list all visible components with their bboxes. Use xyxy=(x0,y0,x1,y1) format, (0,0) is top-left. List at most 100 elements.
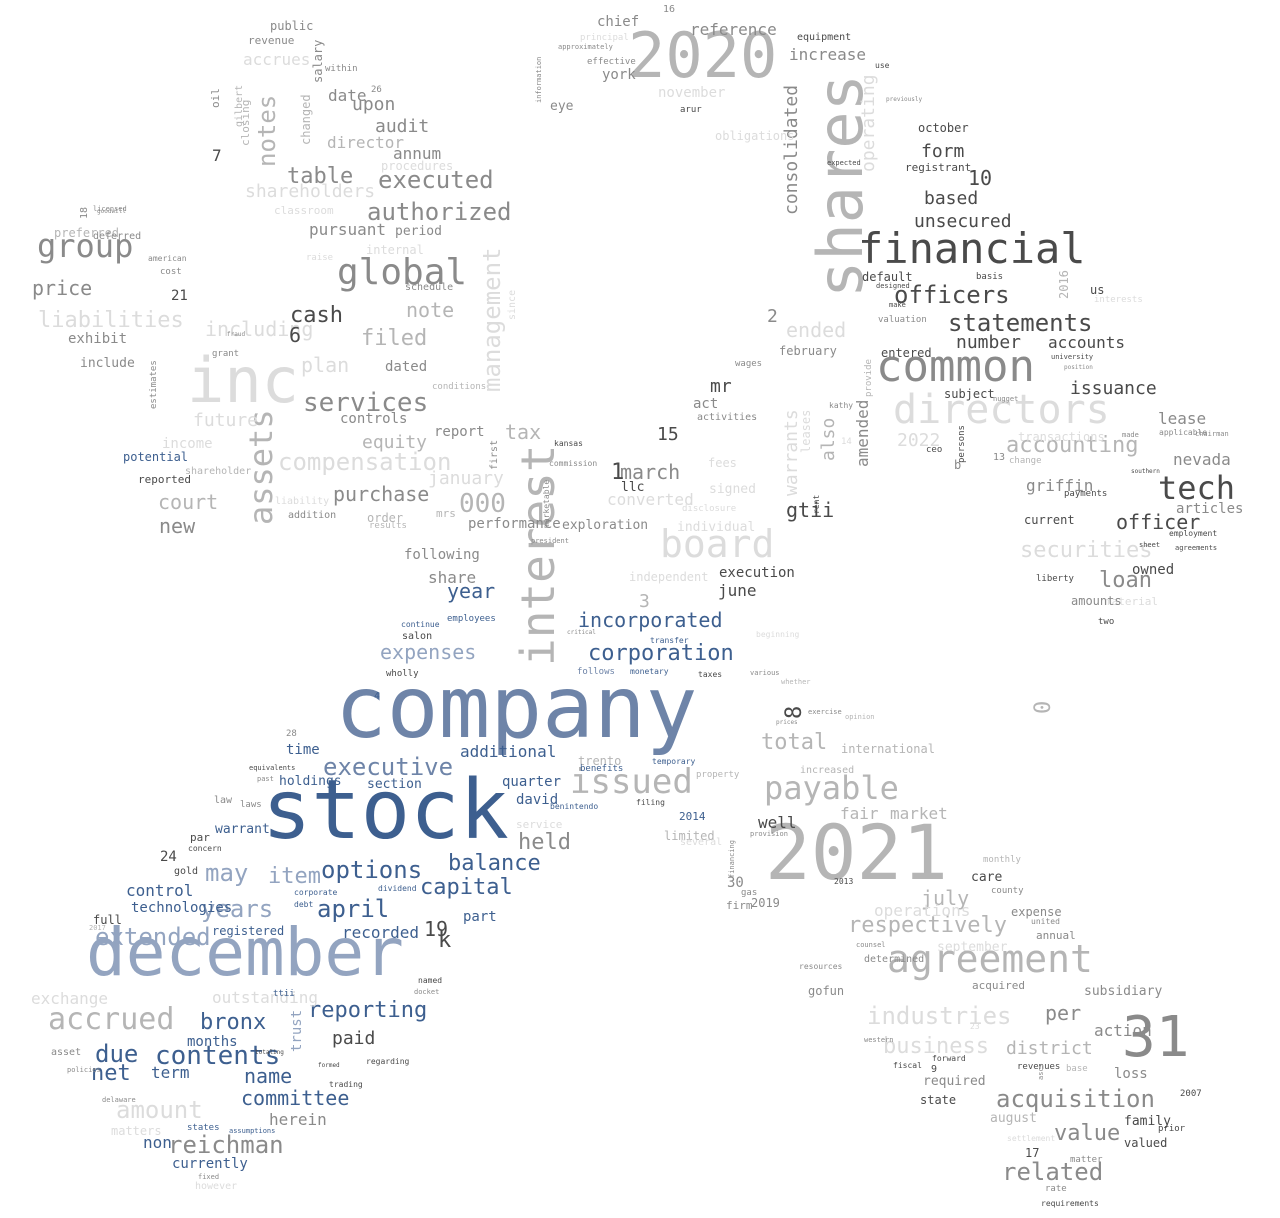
word-44: reporting xyxy=(308,998,428,1023)
word-21: management xyxy=(478,247,506,393)
word-257: increased xyxy=(800,765,855,776)
word-43: item xyxy=(268,864,321,889)
word-148: include xyxy=(80,356,135,371)
word-72: price xyxy=(32,276,93,300)
word-74: tax xyxy=(505,420,542,444)
word-307: fiscal xyxy=(893,1061,922,1070)
word-285: expense xyxy=(1011,905,1062,919)
word-256: prices xyxy=(776,719,798,726)
word-243: employees xyxy=(447,614,496,624)
word-269: several xyxy=(680,837,723,848)
word-118: david xyxy=(516,792,559,808)
word-203: subject xyxy=(944,387,995,401)
word-14: global xyxy=(337,252,468,293)
word-258: international xyxy=(841,742,935,756)
word-333: policies xyxy=(67,1066,101,1074)
word-79: per xyxy=(1045,1001,1082,1025)
word-253: whether xyxy=(781,678,811,686)
word-135: report xyxy=(434,424,485,440)
word-343: 15 xyxy=(657,424,679,445)
word-337: 14 xyxy=(841,437,852,447)
word-239: information xyxy=(535,56,543,104)
word-281: september xyxy=(937,940,1008,955)
word-137: dated xyxy=(385,359,428,375)
word-155: upon xyxy=(352,94,396,115)
word-35: capital xyxy=(420,875,513,900)
word-59: accounting xyxy=(1006,433,1139,458)
word-36: extended xyxy=(95,923,211,951)
word-51: amount xyxy=(116,1096,203,1124)
word-10: directors xyxy=(893,387,1110,433)
word-215: employment xyxy=(1169,529,1218,538)
word-317: corporate xyxy=(294,888,338,897)
word-152: annum xyxy=(393,144,442,163)
word-288: acquired xyxy=(972,979,1025,992)
word-76: year xyxy=(447,579,496,603)
word-230: designed xyxy=(876,282,910,290)
word-33: executive xyxy=(323,753,454,781)
word-47: expenses xyxy=(380,640,477,664)
word-170: deferred xyxy=(93,231,142,242)
word-198: rent xyxy=(812,494,821,515)
word-341: 6 xyxy=(289,323,302,347)
word-265: benintendo xyxy=(550,802,599,811)
word-30: liabilities xyxy=(38,308,184,333)
word-231: make xyxy=(889,301,906,309)
word-178: mrs xyxy=(436,507,456,520)
word-73: court xyxy=(158,490,219,514)
word-364: base xyxy=(1066,1064,1088,1074)
word-70: filed xyxy=(361,326,428,351)
word-58: securities xyxy=(1020,538,1153,563)
word-327: states xyxy=(187,1123,220,1133)
word-112: 24 xyxy=(160,849,177,865)
word-11: 31 xyxy=(1122,1005,1190,1070)
word-68: cash xyxy=(290,303,343,328)
word-213: current xyxy=(1024,513,1075,527)
word-177: first xyxy=(489,439,500,470)
word-95: november xyxy=(658,85,726,101)
word-196: leases xyxy=(799,409,813,454)
word-283: care xyxy=(971,870,1003,885)
word-134: purchase xyxy=(333,482,430,506)
word-37: years xyxy=(201,895,274,923)
word-277: counsel xyxy=(856,941,886,949)
word-89: nevada xyxy=(1173,450,1231,469)
word-216: agreements xyxy=(1175,544,1218,552)
word-1: stock xyxy=(262,763,509,858)
word-141: converted xyxy=(607,490,694,509)
word-119: time xyxy=(286,742,320,758)
word-56: industries xyxy=(867,1002,1012,1030)
word-55: business xyxy=(883,1034,989,1059)
word-39: bronx xyxy=(200,1010,267,1035)
word-169: preferred xyxy=(54,226,120,240)
word-358: nugget xyxy=(993,395,1019,403)
word-352: goodwill xyxy=(97,208,126,215)
word-309: 28 xyxy=(286,729,297,739)
word-302: 17 xyxy=(1025,1146,1040,1160)
word-202: valuation xyxy=(878,315,927,325)
word-45: corporation xyxy=(588,641,734,666)
word-252: various xyxy=(750,669,780,677)
word-34: balance xyxy=(448,851,541,876)
word-300: 2007 xyxy=(1180,1089,1202,1099)
word-342: 2 xyxy=(767,306,778,327)
word-276: gas xyxy=(741,888,758,898)
word-268: limited xyxy=(664,829,715,843)
word-272: 30 xyxy=(727,875,744,891)
word-244: continue xyxy=(401,620,440,629)
word-357: within xyxy=(325,64,358,74)
word-350: 18 xyxy=(79,206,90,219)
word-109: non xyxy=(143,1133,172,1152)
word-224: us xyxy=(1090,283,1105,297)
word-275: firm xyxy=(726,899,753,912)
word-318: debt xyxy=(294,900,314,909)
word-168: schedule xyxy=(405,282,454,293)
word-330: however xyxy=(195,1181,238,1192)
word-63: officer xyxy=(1116,510,1201,534)
word-190: president xyxy=(531,537,569,545)
word-163: oil xyxy=(209,87,222,108)
word-274: operations xyxy=(874,901,971,920)
word-208: change xyxy=(1009,456,1042,466)
word-113: control xyxy=(126,881,194,900)
word-93: increase xyxy=(789,45,867,64)
